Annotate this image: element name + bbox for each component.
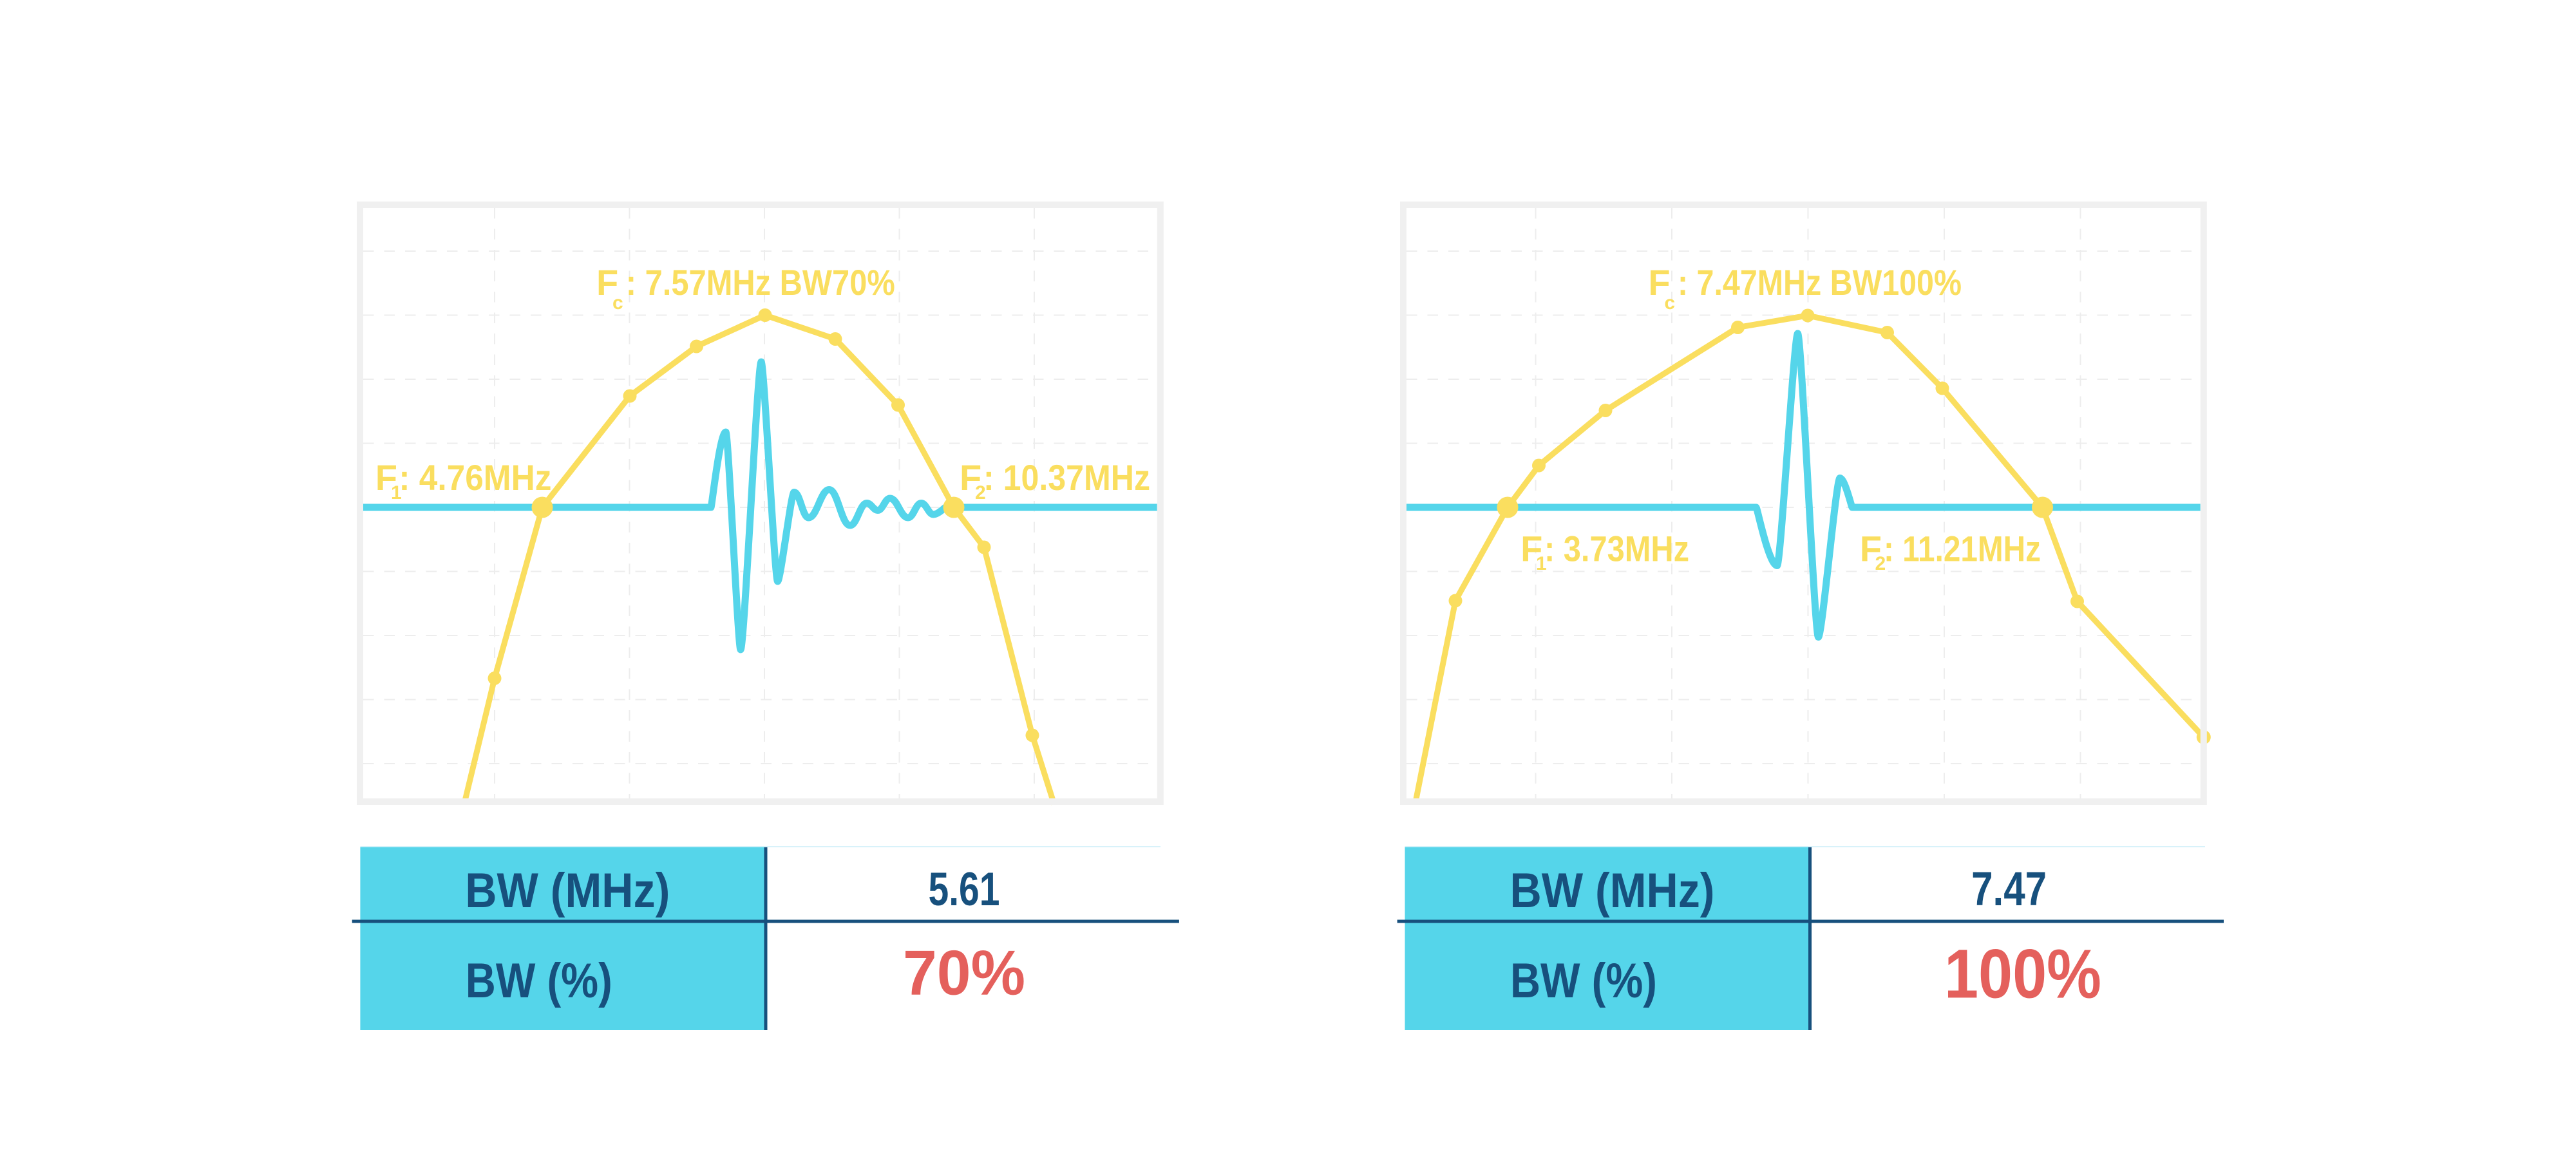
svg-text:: 4.76MHz: : 4.76MHz: [399, 457, 551, 498]
svg-text:c: c: [1664, 292, 1675, 314]
svg-text:: 7.47MHz BW100%: : 7.47MHz BW100%: [1678, 262, 1962, 303]
svg-text:F: F: [1520, 528, 1542, 569]
svg-text:BW (MHz): BW (MHz): [1510, 863, 1715, 918]
svg-text:1: 1: [1536, 553, 1547, 574]
svg-text:2: 2: [1875, 553, 1886, 574]
svg-text:F: F: [375, 457, 397, 498]
svg-text:BW (%): BW (%): [1510, 954, 1657, 1008]
svg-text:5.61: 5.61: [929, 863, 1000, 916]
svg-text:2: 2: [975, 482, 986, 503]
svg-text:F: F: [1648, 262, 1670, 303]
svg-text:70%: 70%: [903, 937, 1025, 1008]
svg-text:: 10.37MHz: : 10.37MHz: [983, 457, 1150, 498]
svg-text:1: 1: [391, 482, 402, 503]
svg-text:F: F: [596, 262, 618, 303]
svg-text:: 7.57MHz BW70%: : 7.57MHz BW70%: [626, 262, 895, 303]
svg-text:7.47: 7.47: [1971, 862, 2047, 916]
svg-text:F: F: [960, 457, 981, 498]
svg-text:: 3.73MHz: : 3.73MHz: [1544, 528, 1689, 569]
svg-text:100%: 100%: [1944, 935, 2101, 1013]
svg-text:F: F: [1860, 528, 1882, 569]
svg-text:BW (MHz): BW (MHz): [465, 863, 670, 918]
svg-text:: 11.21MHz: : 11.21MHz: [1884, 528, 2041, 569]
svg-text:BW (%): BW (%): [466, 954, 612, 1008]
svg-text:c: c: [612, 292, 623, 314]
